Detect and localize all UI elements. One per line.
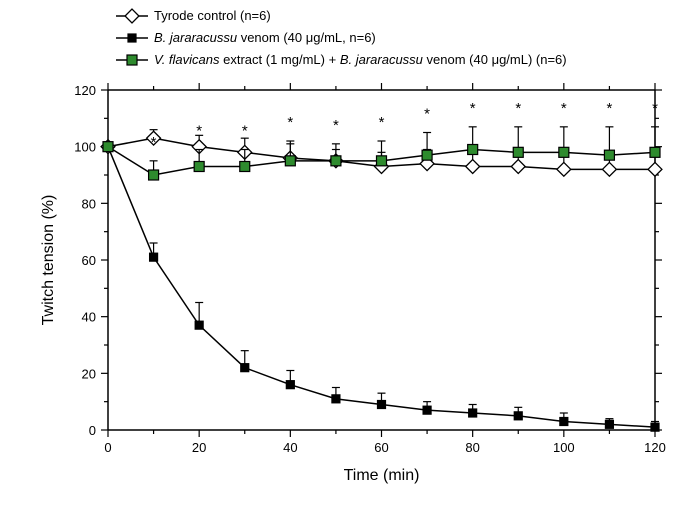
significance-star: * (287, 114, 293, 131)
y-tick-label: 20 (82, 366, 96, 381)
significance-star: * (196, 123, 202, 140)
legend-label-tyrode: Tyrode control (n=6) (154, 8, 271, 23)
legend-label-extract: V. flavicans extract (1 mg/mL) + B. jara… (154, 52, 567, 67)
significance-star: * (652, 100, 658, 117)
legend-label-venom: B. jararacussu venom (40 μg/mL, n=6) (154, 30, 376, 45)
significance-star: * (561, 100, 567, 117)
y-tick-label: 80 (82, 196, 96, 211)
y-tick-label: 60 (82, 253, 96, 268)
significance-star: * (151, 134, 157, 151)
significance-star: * (379, 114, 385, 131)
y-axis-label: Twitch tension (%) (40, 195, 57, 326)
x-tick-label: 60 (374, 440, 388, 455)
x-tick-label: 120 (644, 440, 666, 455)
chart-container: 0 20 40 60 80 100 120 0 20 40 60 80 100 120 Time (min)… (0, 0, 685, 505)
y-tick-label: 120 (74, 83, 96, 98)
significance-star: * (470, 100, 476, 117)
x-tick-label: 100 (553, 440, 575, 455)
x-tick-label: 80 (465, 440, 479, 455)
x-tick-label: 40 (283, 440, 297, 455)
significance-star: * (242, 123, 248, 140)
significance-star: * (424, 106, 430, 123)
x-axis-label: Time (min) (344, 467, 420, 484)
significance-star: * (515, 100, 521, 117)
significance-star: * (333, 117, 339, 134)
significance-star: * (606, 100, 612, 117)
y-tick-label: 0 (89, 423, 96, 438)
y-tick-label: 100 (74, 140, 96, 155)
chart-svg: 0 20 40 60 80 100 120 0 20 40 60 80 100 120 Time (min)… (0, 0, 685, 505)
y-tick-label: 40 (82, 310, 96, 325)
x-tick-label: 20 (192, 440, 206, 455)
x-tick-label: 0 (104, 440, 111, 455)
